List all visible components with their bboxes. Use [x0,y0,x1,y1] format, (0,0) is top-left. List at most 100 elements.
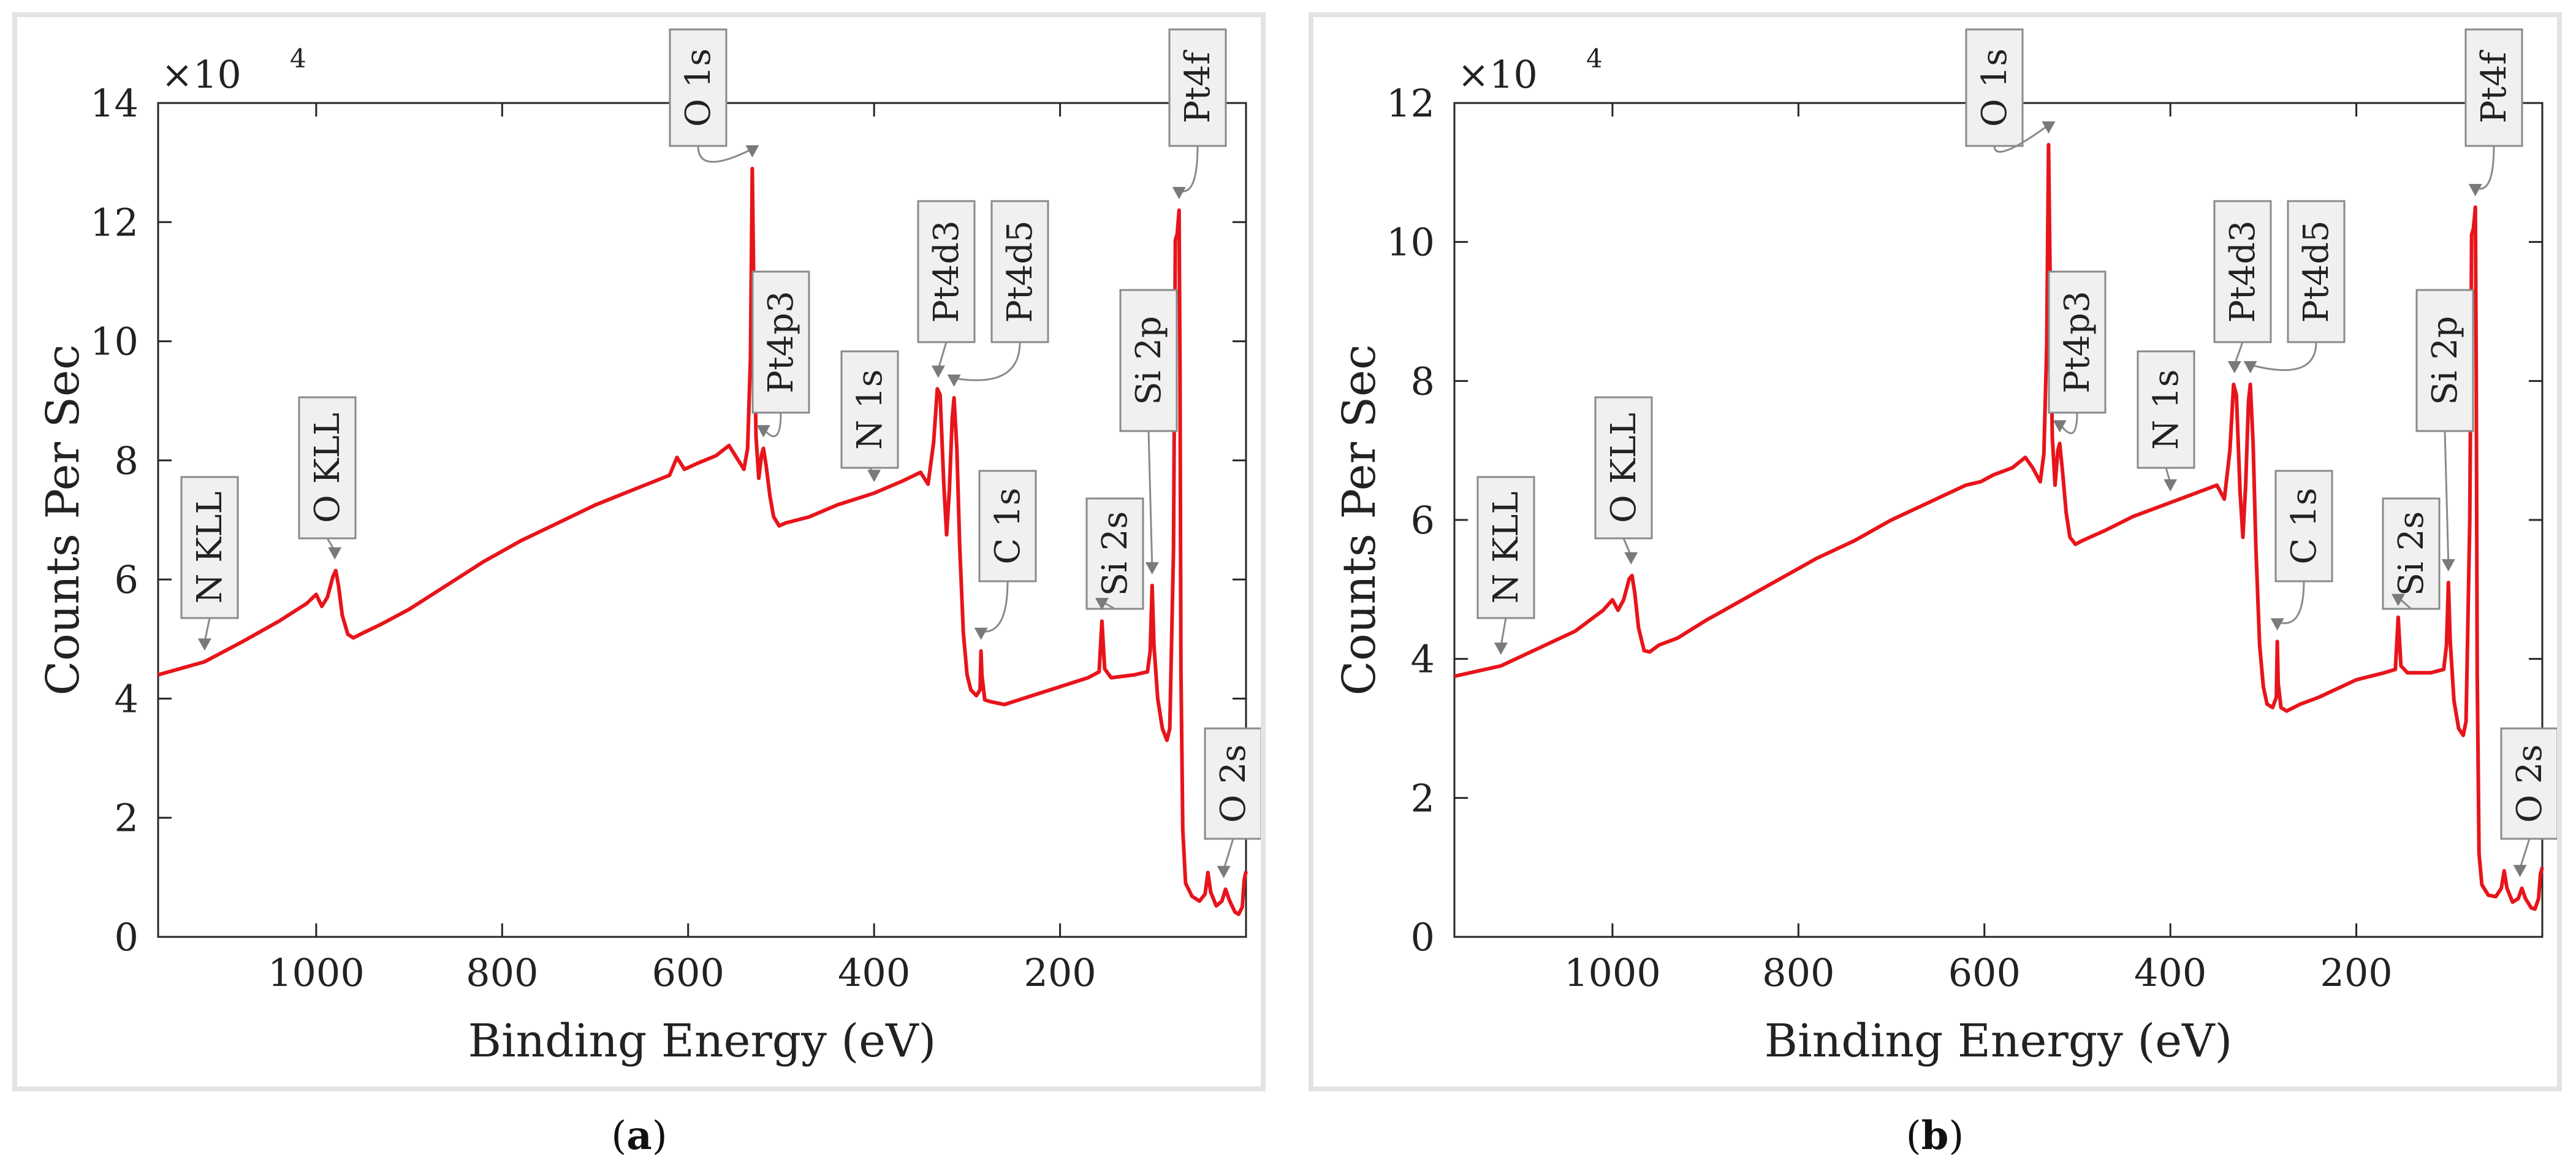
annotation-arrowhead [2042,121,2056,134]
annotation-arrowhead [328,547,342,560]
peak-annotation: O 1s [669,28,759,163]
peak-annotation: N KLL [180,476,239,651]
annotation-arrowhead [2164,479,2178,492]
peak-annotation: N 1s [840,350,899,483]
peak-annotation: Si 2p [2415,289,2474,571]
peak-annotation: O 2s [2500,727,2557,877]
annotation-label: N 1s [2146,369,2186,449]
annotation-arrowhead [1095,598,1109,611]
annotation-label: Pt4f [2474,49,2514,123]
annotation-arrow-line [1147,430,1153,566]
annotation-arrowhead [745,145,759,158]
peak-annotation: N KLL [1476,476,1535,655]
y-tick-label: 4 [115,676,139,721]
annotation-label: Si 2p [1129,316,1169,405]
annotation-box [840,350,899,469]
annotation-arrowhead [2441,559,2455,571]
annotation-box [1119,289,1178,432]
annotation-box [917,200,976,343]
annotation-arrow-line [954,342,1021,381]
annotation-arrowhead [867,470,881,483]
y-tick-label: 6 [1411,498,1435,543]
annotation-arrowhead [2243,361,2257,373]
annotation-label: Pt4d3 [2223,220,2263,323]
annotation-box [298,396,357,540]
caption-b-letter: b [1921,1113,1949,1159]
annotation-arrow-line [697,145,753,163]
annotation-label: O KLL [1604,413,1644,523]
y-axis-label: Counts Per Sec [37,345,89,696]
x-tick-label: 800 [1762,950,1834,995]
annotation-label: Pt4d5 [1000,220,1040,323]
annotation-arrowhead [2391,594,2405,606]
peak-annotation: Pt4d5 [2243,200,2346,373]
annotation-box [978,470,1037,582]
annotation-box [1965,28,2024,147]
annotation-arrow-line [2250,342,2317,372]
annotation-box [2415,289,2474,432]
peak-annotation: Pt4p3 [751,270,810,438]
x-tick-label: 400 [838,950,910,995]
spectrum-line [1454,143,2544,911]
peak-annotation: Si 2p [1119,289,1178,575]
y-tick-label: 12 [1386,81,1435,126]
y-tick-label: 8 [115,438,139,483]
annotation-label: Pt4p3 [2057,291,2097,393]
annotation-arrowhead [2468,184,2482,196]
annotation-box [180,476,239,619]
annotation-arrow-line [1223,838,1234,870]
annotation-arrowhead [947,374,961,387]
annotation-arrowhead [1217,866,1231,879]
peak-annotation: C 1s [974,470,1037,640]
annotation-arrowhead [931,365,945,378]
annotation-arrow-line [203,617,211,643]
annotation-arrow-line [1993,124,2050,153]
y-tick-label: 0 [1411,915,1435,960]
annotation-box [990,200,1049,343]
y-tick-label: 6 [115,557,139,602]
caption-b: (b) [1905,1113,1964,1159]
y-tick-label: 0 [115,915,139,960]
annotation-arrowhead [197,638,211,651]
peak-annotation: O 2s [1204,727,1261,879]
y-exponent: 4 [1586,44,1603,74]
caption-a: (a) [611,1113,667,1159]
x-tick-label: 600 [652,950,724,995]
annotation-arrow-line [2444,430,2450,563]
caption-a-letter: a [626,1113,652,1159]
annotation-box [1085,497,1144,610]
annotation-label: N KLL [190,491,230,603]
y-tick-label: 4 [1411,637,1435,682]
peak-annotation: Pt4f [2464,28,2523,196]
annotation-arrow-line [762,412,782,437]
annotation-label: Pt4d3 [927,220,967,323]
x-tick-label: 200 [1024,950,1096,995]
y-axis-label: Counts Per Sec [1333,345,1386,696]
annotation-label: Pt4p3 [761,291,801,393]
annotation-arrowhead [2270,618,2284,631]
annotation-box [751,270,810,414]
annotation-arrow-line [1179,145,1199,193]
peak-annotation: Pt4p3 [2048,270,2107,434]
peak-annotation: Si 2s [2382,497,2441,610]
annotation-label: C 1s [988,487,1028,564]
x-tick-label: 800 [466,950,538,995]
annotation-arrow-line [2519,838,2531,869]
annotation-arrow-line [2475,145,2495,190]
annotation-box [2213,200,2272,343]
annotation-arrowhead [756,425,770,438]
annotation-box [1594,396,1653,540]
peak-annotation: C 1s [2270,470,2333,631]
annotation-arrowhead [1624,552,1638,565]
chart-panel-a: 1000 800 600 400 200 0 2 4 6 8 10 12 14 ×10 4 Binding E… [12,12,1266,1091]
y-tick-label: 2 [115,796,139,841]
x-tick-label: 1000 [268,950,365,995]
chart-panel-b: 1000 800 600 400 200 0 2 4 6 8 10 12 ×10 4 Binding Ene… [1309,12,2562,1091]
y-tick-label: 10 [1386,220,1435,265]
annotation-box [2500,727,2557,840]
annotation-label: O 2s [2510,744,2550,823]
spectrum-line [158,166,1248,917]
annotation-label: Si 2p [2425,316,2465,405]
annotation-label: O KLL [308,413,348,523]
annotation-box [669,28,728,147]
